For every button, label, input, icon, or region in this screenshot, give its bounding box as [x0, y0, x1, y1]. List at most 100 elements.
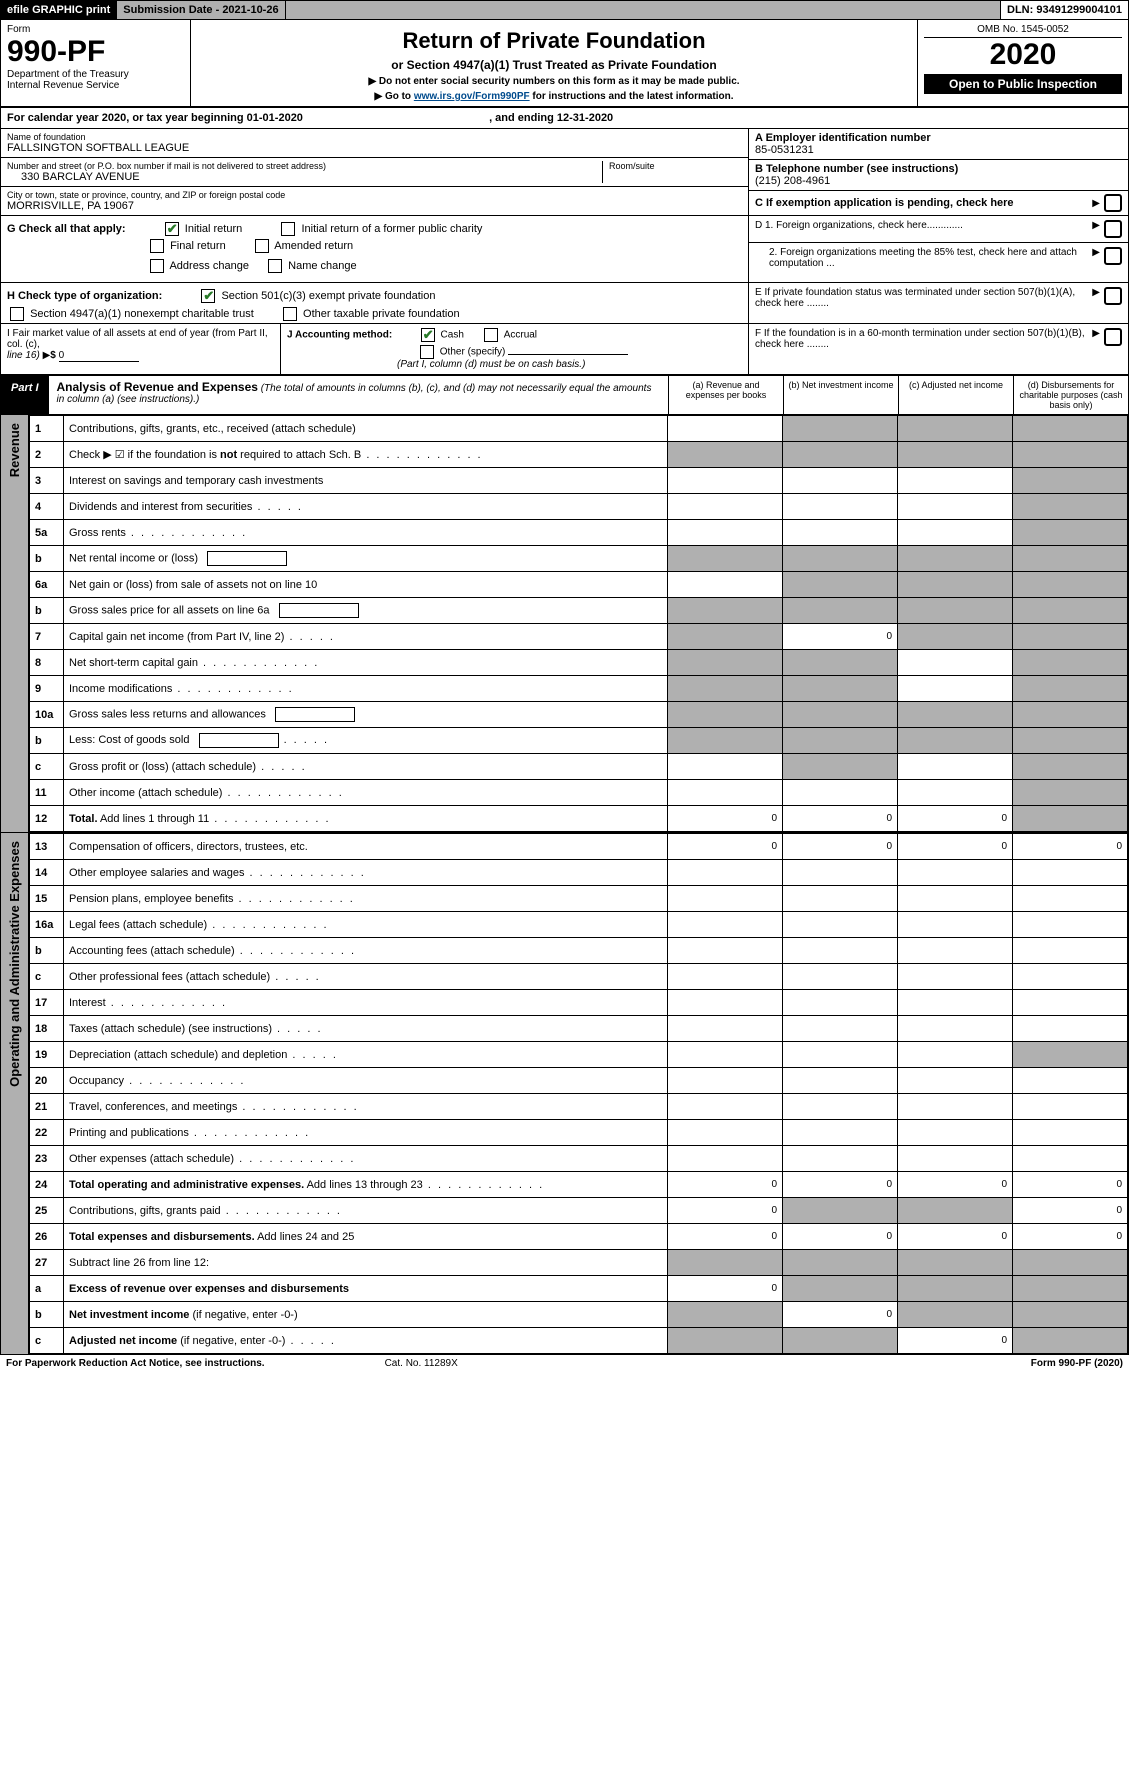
- amount-cell[interactable]: [783, 860, 898, 886]
- initial-return-checkbox[interactable]: [165, 222, 179, 236]
- final-return-checkbox[interactable]: [150, 239, 164, 253]
- amount-cell[interactable]: [668, 780, 783, 806]
- initial-former-checkbox[interactable]: [281, 222, 295, 236]
- amount-cell[interactable]: [668, 468, 783, 494]
- amount-cell[interactable]: [783, 886, 898, 912]
- amount-cell[interactable]: [668, 1146, 783, 1172]
- amount-cell[interactable]: [783, 520, 898, 546]
- amount-cell[interactable]: 0: [898, 806, 1013, 832]
- accrual-checkbox[interactable]: [484, 328, 498, 342]
- amount-cell[interactable]: [898, 912, 1013, 938]
- amount-cell[interactable]: [668, 938, 783, 964]
- amount-cell[interactable]: [1013, 1068, 1128, 1094]
- amount-cell[interactable]: [668, 572, 783, 598]
- amount-cell[interactable]: [668, 494, 783, 520]
- amount-cell[interactable]: [783, 1146, 898, 1172]
- amount-cell[interactable]: [783, 468, 898, 494]
- f-checkbox[interactable]: [1104, 328, 1122, 346]
- amount-cell[interactable]: 0: [783, 806, 898, 832]
- inline-amount-box[interactable]: [199, 733, 279, 748]
- amended-return-checkbox[interactable]: [255, 239, 269, 253]
- amount-cell[interactable]: [898, 964, 1013, 990]
- amount-cell[interactable]: [783, 964, 898, 990]
- irs-link[interactable]: www.irs.gov/Form990PF: [414, 91, 530, 102]
- amount-cell[interactable]: [898, 1120, 1013, 1146]
- amount-cell[interactable]: [1013, 990, 1128, 1016]
- amount-cell[interactable]: 0: [1013, 1172, 1128, 1198]
- inline-amount-box[interactable]: [207, 551, 287, 566]
- amount-cell[interactable]: [668, 1042, 783, 1068]
- amount-cell[interactable]: [783, 1094, 898, 1120]
- amount-cell[interactable]: [668, 912, 783, 938]
- address-change-checkbox[interactable]: [150, 259, 164, 273]
- amount-cell[interactable]: [668, 1120, 783, 1146]
- amount-cell[interactable]: [783, 1120, 898, 1146]
- amount-cell[interactable]: [898, 650, 1013, 676]
- amount-cell[interactable]: [898, 860, 1013, 886]
- amount-cell[interactable]: [668, 1068, 783, 1094]
- amount-cell[interactable]: [1013, 1094, 1128, 1120]
- amount-cell[interactable]: [668, 1016, 783, 1042]
- amount-cell[interactable]: [668, 1094, 783, 1120]
- amount-cell[interactable]: [668, 860, 783, 886]
- amount-cell[interactable]: [898, 886, 1013, 912]
- amount-cell[interactable]: [898, 938, 1013, 964]
- amount-cell[interactable]: 0: [1013, 1198, 1128, 1224]
- amount-cell[interactable]: [1013, 886, 1128, 912]
- amount-cell[interactable]: [898, 1042, 1013, 1068]
- inline-amount-box[interactable]: [275, 707, 355, 722]
- 4947-checkbox[interactable]: [10, 307, 24, 321]
- amount-cell[interactable]: [783, 494, 898, 520]
- amount-cell[interactable]: [1013, 1146, 1128, 1172]
- amount-cell[interactable]: 0: [783, 1302, 898, 1328]
- amount-cell[interactable]: [1013, 1016, 1128, 1042]
- amount-cell[interactable]: [668, 964, 783, 990]
- amount-cell[interactable]: 0: [1013, 834, 1128, 860]
- amount-cell[interactable]: [1013, 1120, 1128, 1146]
- amount-cell[interactable]: [898, 1016, 1013, 1042]
- name-change-checkbox[interactable]: [268, 259, 282, 273]
- e-checkbox[interactable]: [1104, 287, 1122, 305]
- amount-cell[interactable]: [668, 886, 783, 912]
- d1-checkbox[interactable]: [1104, 220, 1122, 238]
- amount-cell[interactable]: [898, 780, 1013, 806]
- amount-cell[interactable]: 0: [668, 834, 783, 860]
- amount-cell[interactable]: 0: [668, 1276, 783, 1302]
- amount-cell[interactable]: [783, 912, 898, 938]
- amount-cell[interactable]: [668, 520, 783, 546]
- amount-cell[interactable]: [668, 754, 783, 780]
- amount-cell[interactable]: [898, 1094, 1013, 1120]
- amount-cell[interactable]: [898, 1068, 1013, 1094]
- amount-cell[interactable]: 0: [783, 1172, 898, 1198]
- other-specify-input[interactable]: [508, 354, 628, 355]
- amount-cell[interactable]: 0: [898, 1328, 1013, 1354]
- amount-cell[interactable]: 0: [668, 1172, 783, 1198]
- amount-cell[interactable]: [898, 676, 1013, 702]
- amount-cell[interactable]: [783, 1042, 898, 1068]
- amount-cell[interactable]: 0: [898, 1172, 1013, 1198]
- cash-checkbox[interactable]: [421, 328, 435, 342]
- amount-cell[interactable]: 0: [783, 624, 898, 650]
- amount-cell[interactable]: 0: [898, 1224, 1013, 1250]
- amount-cell[interactable]: [668, 416, 783, 442]
- efile-print[interactable]: efile GRAPHIC print: [1, 1, 117, 19]
- amount-cell[interactable]: [898, 520, 1013, 546]
- amount-cell[interactable]: [898, 1146, 1013, 1172]
- amount-cell[interactable]: 0: [668, 1224, 783, 1250]
- other-method-checkbox[interactable]: [420, 345, 434, 359]
- amount-cell[interactable]: [1013, 912, 1128, 938]
- amount-cell[interactable]: [1013, 860, 1128, 886]
- amount-cell[interactable]: [783, 1068, 898, 1094]
- other-taxable-checkbox[interactable]: [283, 307, 297, 321]
- amount-cell[interactable]: 0: [1013, 1224, 1128, 1250]
- amount-cell[interactable]: [898, 468, 1013, 494]
- amount-cell[interactable]: [898, 754, 1013, 780]
- amount-cell[interactable]: [898, 990, 1013, 1016]
- amount-cell[interactable]: 0: [783, 834, 898, 860]
- amount-cell[interactable]: [783, 780, 898, 806]
- amount-cell[interactable]: 0: [668, 806, 783, 832]
- 501c3-checkbox[interactable]: [201, 289, 215, 303]
- amount-cell[interactable]: [1013, 938, 1128, 964]
- amount-cell[interactable]: 0: [898, 834, 1013, 860]
- c-checkbox[interactable]: [1104, 194, 1122, 212]
